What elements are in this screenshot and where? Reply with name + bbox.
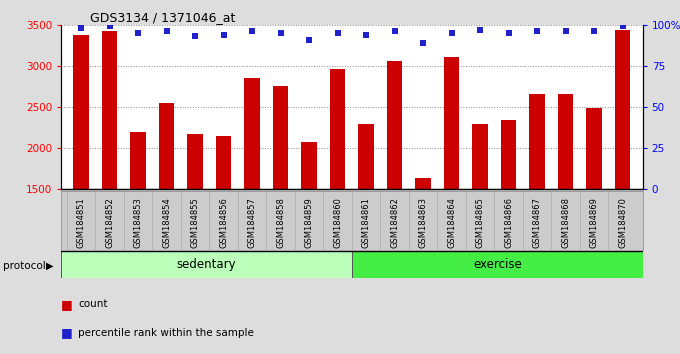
Point <box>104 24 115 29</box>
Text: protocol: protocol <box>3 261 46 271</box>
Text: GSM184864: GSM184864 <box>447 197 456 248</box>
Text: GSM184855: GSM184855 <box>190 197 200 248</box>
Text: percentile rank within the sample: percentile rank within the sample <box>78 328 254 338</box>
Bar <box>473 124 488 313</box>
Bar <box>187 134 203 313</box>
Text: GSM184857: GSM184857 <box>248 197 256 248</box>
Bar <box>216 136 231 313</box>
Text: GSM184866: GSM184866 <box>504 197 513 248</box>
Bar <box>131 132 146 313</box>
Bar <box>273 86 288 313</box>
Text: ■: ■ <box>61 326 73 339</box>
Text: ■: ■ <box>61 298 73 311</box>
Point <box>475 27 486 33</box>
Text: GSM184868: GSM184868 <box>561 197 570 248</box>
Text: GSM184861: GSM184861 <box>362 197 371 248</box>
Bar <box>586 108 602 313</box>
Text: GSM184859: GSM184859 <box>305 197 313 248</box>
Text: GSM184869: GSM184869 <box>590 197 598 248</box>
Bar <box>558 94 573 313</box>
Text: GSM184852: GSM184852 <box>105 197 114 248</box>
Text: GSM184860: GSM184860 <box>333 197 342 248</box>
Bar <box>73 35 89 313</box>
Bar <box>330 69 345 313</box>
Bar <box>529 94 545 313</box>
Text: count: count <box>78 299 107 309</box>
Text: GSM184851: GSM184851 <box>77 197 86 248</box>
Point <box>333 30 343 36</box>
Bar <box>615 30 630 313</box>
Bar <box>244 78 260 313</box>
Point <box>532 29 543 34</box>
Bar <box>352 251 643 278</box>
Bar <box>415 178 431 313</box>
Point <box>617 24 628 29</box>
Point <box>418 40 428 46</box>
Text: GDS3134 / 1371046_at: GDS3134 / 1371046_at <box>90 11 236 24</box>
Point <box>275 30 286 36</box>
Point <box>446 30 457 36</box>
Point <box>190 34 201 39</box>
Point <box>503 30 514 36</box>
Bar <box>301 142 317 313</box>
Text: ▶: ▶ <box>46 261 54 271</box>
Text: GSM184863: GSM184863 <box>419 197 428 248</box>
Text: GSM184853: GSM184853 <box>134 197 143 248</box>
Point <box>161 29 172 34</box>
Text: GSM184867: GSM184867 <box>532 197 542 248</box>
Text: exercise: exercise <box>473 258 522 271</box>
Text: GSM184858: GSM184858 <box>276 197 285 248</box>
Bar <box>102 30 118 313</box>
Point <box>75 25 86 31</box>
Point <box>218 32 229 38</box>
Point <box>133 30 143 36</box>
Bar <box>444 57 460 313</box>
Text: GSM184862: GSM184862 <box>390 197 399 248</box>
Text: GSM184865: GSM184865 <box>475 197 485 248</box>
Bar <box>500 120 517 313</box>
Bar <box>358 124 374 313</box>
Point <box>589 29 600 34</box>
Point <box>360 32 371 38</box>
Text: GSM184856: GSM184856 <box>219 197 228 248</box>
Bar <box>61 251 352 278</box>
Point <box>560 29 571 34</box>
Point <box>389 29 400 34</box>
Bar <box>387 61 403 313</box>
Point <box>304 37 315 42</box>
Bar <box>159 103 175 313</box>
Text: GSM184870: GSM184870 <box>618 197 627 248</box>
Text: GSM184854: GSM184854 <box>162 197 171 248</box>
Point <box>247 29 258 34</box>
Text: sedentary: sedentary <box>177 258 237 271</box>
